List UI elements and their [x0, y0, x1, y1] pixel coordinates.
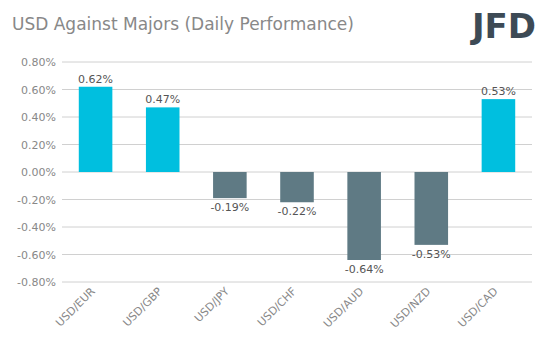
- x-tick-label: USD/CHF: [255, 285, 299, 329]
- title: USD Against Majors (Daily Performance): [12, 14, 354, 34]
- data-label: 0.53%: [481, 85, 516, 98]
- bars: [79, 87, 515, 260]
- grid-line: [62, 282, 532, 283]
- bar: [482, 99, 516, 172]
- logo: JFD: [470, 6, 536, 46]
- bar: [79, 87, 113, 172]
- bar: [415, 172, 449, 245]
- grid-line: [62, 117, 532, 118]
- x-tick-label: USD/EUR: [53, 285, 98, 330]
- data-label: -0.19%: [210, 201, 249, 214]
- grid-line: [62, 227, 532, 228]
- y-tick-label: 0.60%: [21, 84, 56, 97]
- x-tick-label: USD/CAD: [455, 285, 500, 330]
- bar: [213, 172, 247, 198]
- grid-line: [62, 144, 532, 145]
- y-axis: -0.80% -0.60% -0.40% -0.20% 0.00% 0.20% 0.40% 0…: [17, 56, 532, 289]
- grid-line: [62, 254, 532, 255]
- y-tick-label: -0.40%: [17, 221, 56, 234]
- grid-line: [62, 89, 532, 90]
- bar: [347, 172, 381, 260]
- y-tick-label: 0.40%: [21, 111, 56, 124]
- data-labels: 0.62% 0.47% -0.19% -0.22% -0.64% -0.53% 0.53%: [78, 73, 516, 276]
- x-tick-label: USD/NZD: [388, 285, 434, 331]
- x-tick-label: USD/GBP: [120, 285, 165, 330]
- y-tick-label: -0.80%: [17, 276, 56, 289]
- x-axis: USD/EUR USD/GBP USD/JPY USD/CHF USD/AUD USD/N…: [53, 285, 500, 331]
- data-label: 0.47%: [145, 93, 180, 106]
- x-tick-label: USD/AUD: [321, 285, 366, 330]
- y-tick-label: 0.20%: [21, 139, 56, 152]
- data-label: -0.53%: [412, 248, 451, 261]
- data-label: 0.62%: [78, 73, 113, 86]
- grid-line: [62, 62, 532, 63]
- y-tick-label: 0.00%: [21, 166, 56, 179]
- bar: [280, 172, 314, 202]
- chart: USD Against Majors (Daily Performance) JF…: [0, 0, 544, 351]
- y-tick-label: -0.20%: [17, 194, 56, 207]
- data-label: -0.64%: [345, 263, 384, 276]
- bar: [146, 107, 180, 172]
- x-tick-label: USD/JPY: [192, 285, 232, 325]
- y-tick-label: 0.80%: [21, 56, 56, 69]
- y-tick-label: -0.60%: [17, 249, 56, 262]
- data-label: -0.22%: [278, 205, 317, 218]
